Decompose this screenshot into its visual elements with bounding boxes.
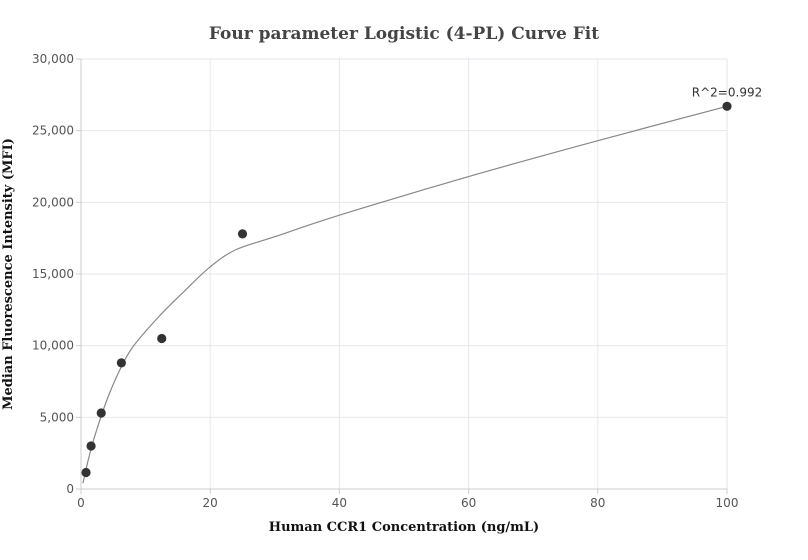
y-tick-label: 5,000 [40,410,74,424]
data-point [81,467,91,478]
data-points [81,101,732,478]
fit-curve-layer [82,105,728,484]
data-point [86,441,96,451]
x-axis-title: Human CCR1 Concentration (ng/mL) [269,520,539,535]
data-point [157,333,167,344]
x-tick-label: 100 [716,496,739,510]
axes: 0 5,000 10,000 15,000 20,000 25,000 30,000 0 20 4… [32,52,738,510]
y-tick-label: 0 [66,482,74,496]
y-tick-label: 30,000 [32,52,74,66]
x-tick-label: 40 [332,496,347,510]
r-squared-annotation: R^2=0.992 [692,85,762,99]
y-axis-title: Median Fluorescence Intensity (MFI) [1,138,16,410]
x-tick-label: 0 [77,496,85,510]
x-tick-label: 60 [461,496,476,510]
y-tick-label: 25,000 [32,124,74,138]
fit-curve [82,105,728,484]
y-tick-label: 10,000 [32,339,74,353]
x-tick-label: 20 [203,496,218,510]
data-point [96,408,106,418]
grid [81,58,728,489]
chart-title: Four parameter Logistic (4-PL) Curve Fit [209,24,599,44]
y-tick-label: 15,000 [32,267,74,281]
data-point [116,358,126,368]
data-point [237,229,248,239]
y-tick-label: 20,000 [32,195,74,209]
x-tick-label: 80 [590,496,605,510]
data-point [722,101,732,111]
